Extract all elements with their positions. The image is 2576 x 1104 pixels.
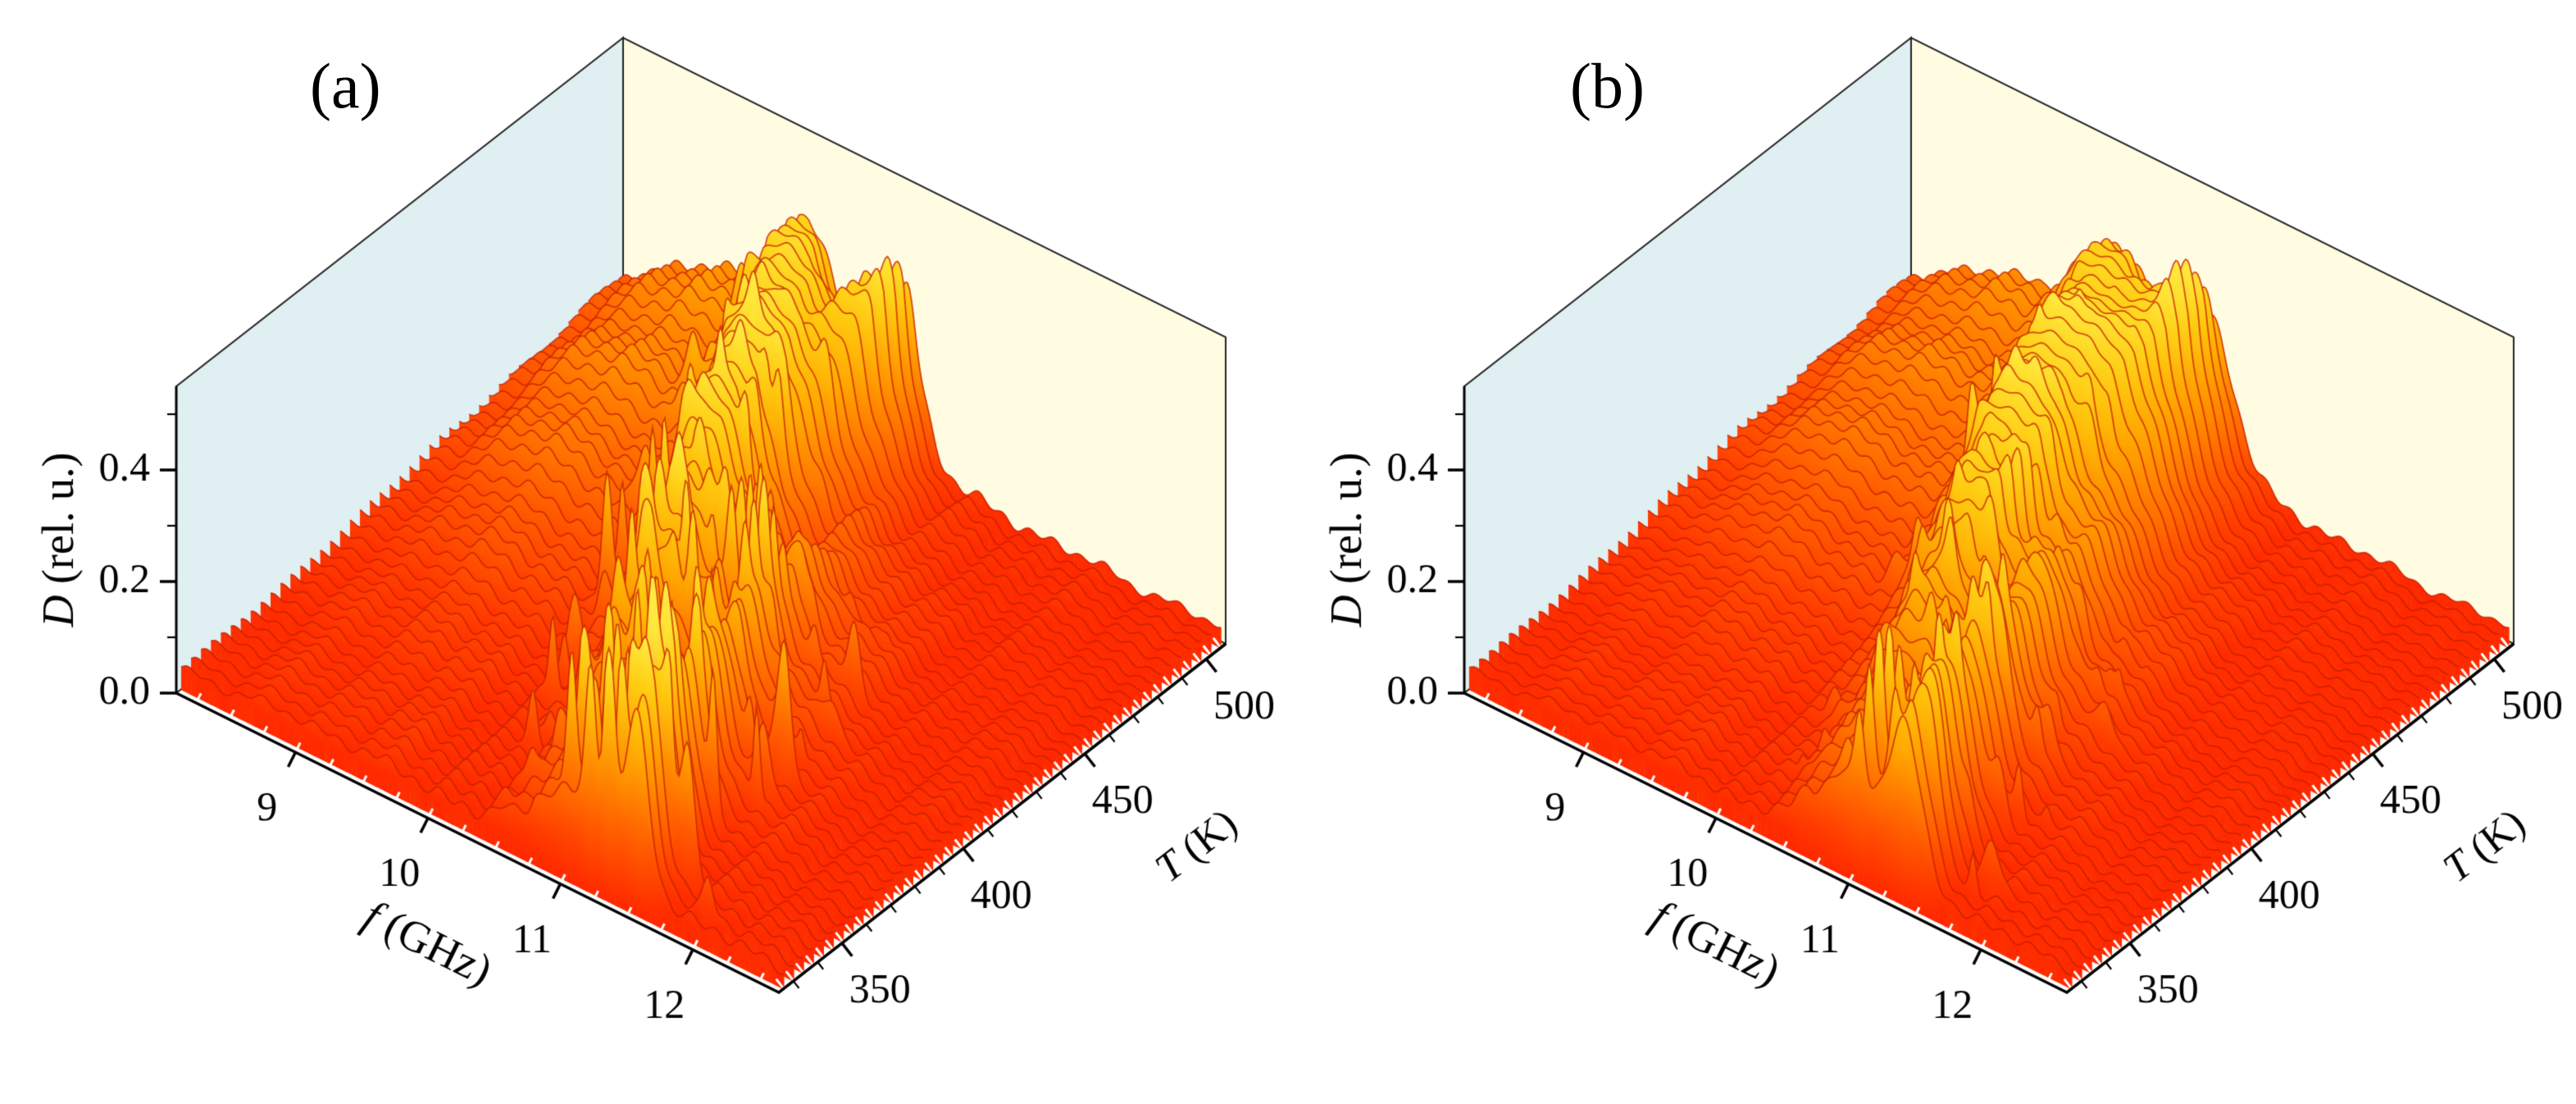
- panel-label-a: (a): [310, 50, 381, 121]
- panel-label-b: (b): [1570, 50, 1645, 121]
